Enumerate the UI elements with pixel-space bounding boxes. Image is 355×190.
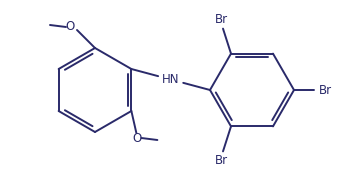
Text: O: O bbox=[133, 131, 142, 145]
Text: O: O bbox=[65, 21, 75, 33]
Text: Br: Br bbox=[214, 154, 228, 167]
Text: Br: Br bbox=[214, 13, 228, 26]
Text: HN: HN bbox=[162, 73, 179, 86]
Text: Br: Br bbox=[318, 83, 332, 97]
